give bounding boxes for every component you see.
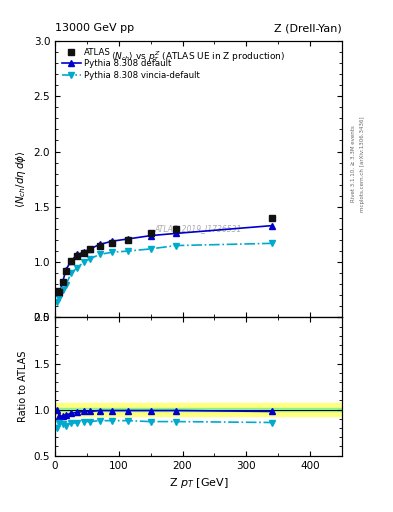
Pythia 8.308 default [60,279,65,285]
Pythia 8.308 vincia-default [270,240,274,246]
ATLAS [97,243,102,249]
Pythia 8.308 default [270,223,274,229]
Pythia 8.308 default [174,230,178,237]
Text: Rivet 3.1.10, ≥ 3.3M events: Rivet 3.1.10, ≥ 3.3M events [351,125,356,202]
Y-axis label: $\langle N_{ch}/d\eta\, d\phi\rangle$: $\langle N_{ch}/d\eta\, d\phi\rangle$ [14,151,28,208]
ATLAS [81,250,86,257]
Pythia 8.308 vincia-default [110,249,115,255]
ATLAS [57,289,62,295]
Pythia 8.308 default [64,267,68,273]
ATLAS [174,226,178,232]
Text: 13000 GeV pp: 13000 GeV pp [55,23,134,33]
Pythia 8.308 vincia-default [57,294,62,301]
Pythia 8.308 default [57,290,62,296]
Pythia 8.308 default [88,246,92,252]
Line: ATLAS: ATLAS [54,215,275,295]
Legend: ATLAS, Pythia 8.308 default, Pythia 8.308 vincia-default: ATLAS, Pythia 8.308 default, Pythia 8.30… [59,45,203,82]
ATLAS [55,288,59,294]
Pythia 8.308 vincia-default [97,251,102,258]
Pythia 8.308 vincia-default [75,265,80,271]
Pythia 8.308 vincia-default [126,248,131,254]
ATLAS [88,246,92,252]
Bar [55,408,342,412]
Pythia 8.308 vincia-default [64,282,68,288]
Pythia 8.308 vincia-default [60,287,65,293]
Pythia 8.308 vincia-default [88,256,92,262]
ATLAS [60,279,65,285]
Pythia 8.308 vincia-default [55,299,59,305]
Text: $\langle N_{ch}\rangle$ vs $p^{Z}_{T}$ (ATLAS UE in Z production): $\langle N_{ch}\rangle$ vs $p^{Z}_{T}$ (… [111,49,286,64]
ATLAS [110,240,115,246]
ATLAS [126,237,131,243]
Y-axis label: Ratio to ATLAS: Ratio to ATLAS [18,351,28,422]
Text: Z (Drell-Yan): Z (Drell-Yan) [274,23,342,33]
Pythia 8.308 vincia-default [174,243,178,249]
Pythia 8.308 vincia-default [81,259,86,265]
ATLAS [270,215,274,221]
ATLAS [69,258,73,264]
Pythia 8.308 default [69,258,73,264]
Bar [55,403,342,416]
ATLAS [64,268,68,274]
Pythia 8.308 vincia-default [69,270,73,276]
Pythia 8.308 default [148,232,153,239]
Text: mcplots.cern.ch [arXiv:1306.3436]: mcplots.cern.ch [arXiv:1306.3436] [360,116,365,211]
ATLAS [75,252,80,259]
Pythia 8.308 default [110,238,115,244]
Pythia 8.308 default [81,249,86,255]
Pythia 8.308 default [97,241,102,247]
Line: Pythia 8.308 vincia-default: Pythia 8.308 vincia-default [54,240,275,305]
Line: Pythia 8.308 default: Pythia 8.308 default [54,223,275,296]
Text: ATLAS_2019_I1736531: ATLAS_2019_I1736531 [155,224,242,233]
X-axis label: Z $p_T$ [GeV]: Z $p_T$ [GeV] [169,476,228,490]
ATLAS [148,230,153,237]
Pythia 8.308 default [55,288,59,294]
Pythia 8.308 default [126,236,131,242]
Pythia 8.308 default [75,251,80,258]
Pythia 8.308 vincia-default [148,246,153,252]
